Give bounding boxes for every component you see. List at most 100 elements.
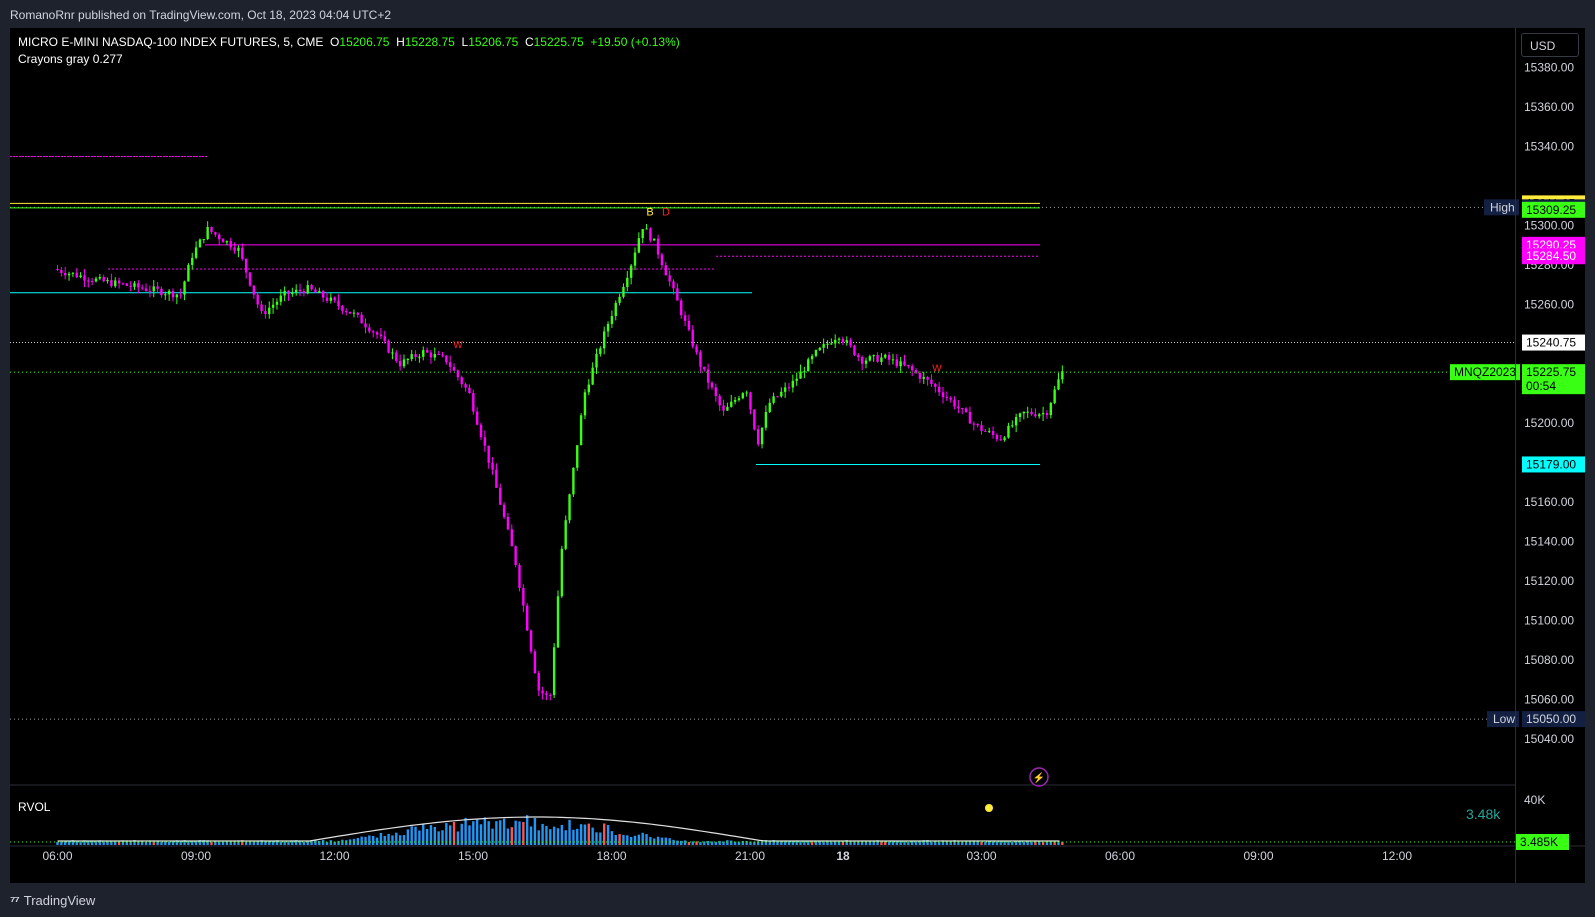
candle-body (884, 354, 887, 358)
currency-button[interactable]: USD (1521, 33, 1579, 57)
volume-bar (668, 838, 671, 845)
volume-bar (961, 841, 964, 845)
volume-axis-tick: 40K (1524, 793, 1545, 807)
candle-body (499, 487, 502, 505)
volume-bar (221, 841, 225, 845)
volume-bar (487, 821, 490, 845)
candle-body (934, 384, 937, 387)
volume-bar (814, 840, 818, 845)
footer-logo-text[interactable]: TradingView (23, 893, 96, 908)
volume-bar (171, 840, 175, 845)
candle-body (248, 272, 252, 286)
open-label: O (330, 35, 340, 49)
volume-bar (803, 841, 806, 845)
volume-bar (884, 841, 887, 845)
candle-body (368, 327, 371, 332)
price-tick: 15360.00 (1524, 100, 1574, 114)
volume-bar (1034, 840, 1037, 845)
volume-bar (587, 823, 590, 845)
volume-bar (741, 841, 744, 845)
candle-body (772, 396, 775, 403)
volume-bar (526, 815, 529, 845)
volume-bar (537, 830, 540, 845)
volume-bar (780, 840, 783, 845)
time-tick: 12:00 (1382, 849, 1412, 863)
volume-bar (922, 840, 925, 845)
candle-body (730, 401, 733, 407)
chart-frame[interactable] (10, 28, 1585, 883)
volume-bar (710, 841, 714, 845)
volume-bar (984, 841, 987, 845)
volume-bar (410, 826, 413, 845)
volume-bar (510, 827, 513, 845)
candle-body (572, 467, 575, 495)
candle-body (637, 238, 641, 253)
volume-bar (279, 841, 282, 845)
candle-body (937, 386, 941, 393)
candle-body (964, 408, 968, 413)
volume-bar (772, 840, 775, 845)
volume-bar (198, 840, 202, 845)
candle-body (372, 331, 375, 333)
lightning-icon[interactable] (1029, 767, 1049, 787)
candle-body (703, 366, 706, 370)
candle-body (241, 247, 244, 259)
candle-body (464, 384, 467, 388)
volume-bar (676, 840, 679, 845)
volume-bar (71, 840, 75, 845)
rvol-label[interactable]: RVOL (18, 800, 51, 814)
volume-bar (533, 818, 537, 845)
candle-body (791, 380, 795, 388)
candle-body (803, 371, 806, 373)
candle-body (160, 288, 163, 296)
time-tick: 21:00 (735, 849, 765, 863)
volume-bar (841, 841, 845, 845)
volume-bar (441, 830, 444, 845)
volume-bar (160, 841, 163, 845)
volume-bar (718, 840, 721, 845)
tradingview-logo-icon[interactable]: ⁷⁷ (10, 893, 20, 908)
candle-body (264, 311, 267, 315)
candle-body (167, 290, 171, 295)
volume-bar (911, 841, 914, 845)
candle-body (456, 370, 460, 378)
symbol-tag-bg (1450, 364, 1520, 381)
candle-body (491, 462, 494, 470)
volume-bar (56, 841, 59, 845)
volume-bar (325, 841, 329, 845)
volume-bar (372, 835, 375, 845)
volume-bar (364, 836, 367, 845)
candle-body (976, 423, 979, 426)
volume-bar (475, 818, 479, 845)
candle-body (506, 516, 510, 530)
volume-bar (318, 841, 321, 845)
volume-bar (545, 825, 548, 845)
volume-bar (810, 841, 814, 845)
candle-body (645, 228, 648, 230)
candle-body (67, 273, 71, 276)
volume-bar (918, 841, 922, 845)
volume-bar (776, 841, 779, 845)
indicator-label[interactable]: Crayons gray 0.277 (18, 52, 123, 66)
last-price-countdown: 00:54 (1526, 379, 1556, 393)
high-label: H (396, 35, 405, 49)
candle-body (1007, 425, 1010, 438)
volume-bar (1022, 841, 1026, 845)
volume-bar (941, 840, 945, 845)
candle-body (810, 355, 814, 360)
candle-body (518, 565, 521, 588)
high-value: 15228.75 (404, 35, 455, 49)
candle-body (337, 300, 340, 306)
volume-bar (1014, 841, 1018, 845)
candle-body (202, 239, 205, 241)
candle-body (895, 359, 898, 367)
volume-bar (907, 841, 910, 845)
volume-bar (903, 841, 906, 845)
price-tick: 15040.00 (1524, 732, 1574, 746)
candle-body (233, 247, 236, 251)
candle-body (268, 307, 271, 315)
volume-bar (383, 835, 386, 845)
candle-body (60, 270, 63, 274)
candle-body (87, 280, 90, 282)
